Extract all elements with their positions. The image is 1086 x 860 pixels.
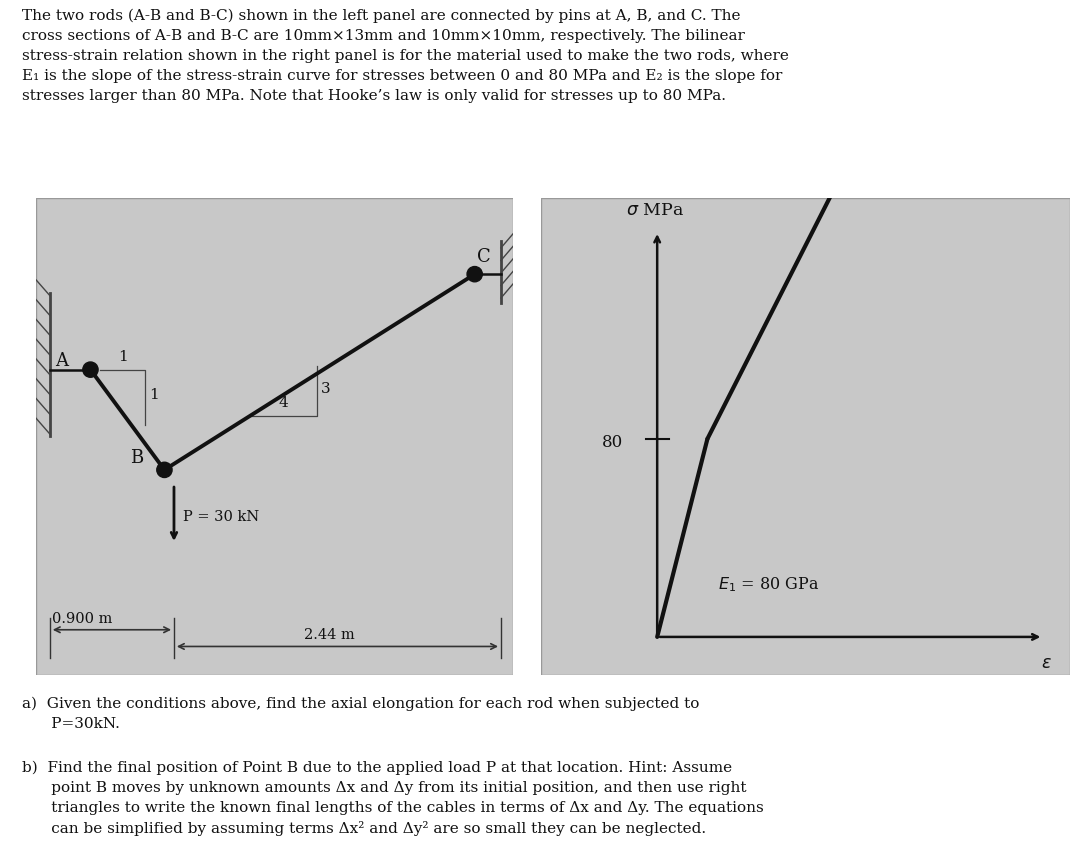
Text: B: B <box>130 449 143 467</box>
Text: C: C <box>477 249 491 267</box>
Text: 3: 3 <box>321 382 330 396</box>
Polygon shape <box>36 198 513 675</box>
Text: A: A <box>54 352 67 370</box>
Text: $\varepsilon$: $\varepsilon$ <box>1040 654 1051 672</box>
Circle shape <box>467 267 482 282</box>
Text: 80: 80 <box>602 434 623 452</box>
Text: $\sigma$ MPa: $\sigma$ MPa <box>626 202 683 219</box>
Text: The two rods (A-B and B-C) shown in the left panel are connected by pins at A, B: The two rods (A-B and B-C) shown in the … <box>22 9 788 103</box>
Text: a)  Given the conditions above, find the axial elongation for each rod when subj: a) Given the conditions above, find the … <box>22 697 699 731</box>
Circle shape <box>156 462 172 477</box>
Polygon shape <box>541 198 1070 675</box>
Text: 1: 1 <box>118 350 128 364</box>
Text: 1: 1 <box>149 389 159 402</box>
Text: P = 30 kN: P = 30 kN <box>182 510 258 525</box>
Text: $E_1$ = 80 GPa: $E_1$ = 80 GPa <box>718 575 819 594</box>
Text: 4: 4 <box>279 396 289 410</box>
Text: b)  Find the final position of Point B due to the applied load P at that locatio: b) Find the final position of Point B du… <box>22 760 763 836</box>
Text: 2.44 m: 2.44 m <box>304 629 355 642</box>
Text: 0.900 m: 0.900 m <box>52 611 113 625</box>
Circle shape <box>83 362 98 378</box>
